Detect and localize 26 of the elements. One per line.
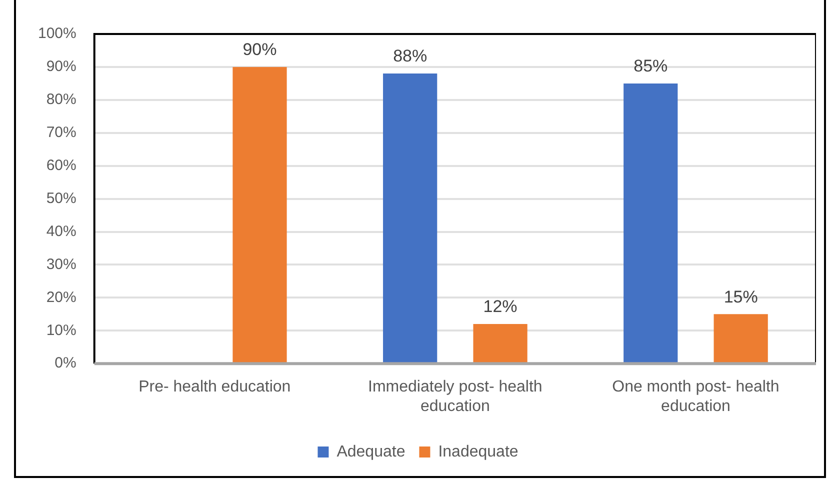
y-tick-label: 20%	[46, 288, 76, 306]
y-tick-label: 50%	[46, 190, 76, 207]
y-tick-label: 10%	[46, 322, 76, 339]
data-label: 90%	[242, 40, 277, 60]
x-tick-label: One month post- health education	[612, 378, 780, 415]
data-label: 88%	[393, 46, 428, 66]
data-label: 85%	[634, 56, 668, 76]
bar	[232, 66, 287, 363]
y-tick-label: 100%	[38, 25, 76, 42]
bar	[624, 83, 678, 363]
bar	[473, 324, 528, 363]
y-tick-label: 30%	[46, 256, 76, 273]
x-tick-label: Immediately post- health education	[368, 378, 542, 415]
bar	[714, 314, 768, 363]
y-tick-label: 40%	[46, 222, 76, 240]
data-label: 15%	[724, 287, 758, 306]
x-tick-label: Pre- health education	[138, 378, 291, 396]
y-tick-label: 70%	[46, 124, 76, 142]
data-label: 12%	[483, 297, 518, 316]
bar	[383, 74, 438, 363]
y-tick-label: 60%	[46, 156, 76, 174]
y-tick-label: 80%	[46, 91, 76, 108]
legend-label: Inadequate	[438, 443, 518, 460]
y-tick-label: 0%	[54, 354, 76, 372]
y-tick-label: 90%	[46, 58, 76, 76]
legend-label: Adequate	[336, 443, 406, 460]
